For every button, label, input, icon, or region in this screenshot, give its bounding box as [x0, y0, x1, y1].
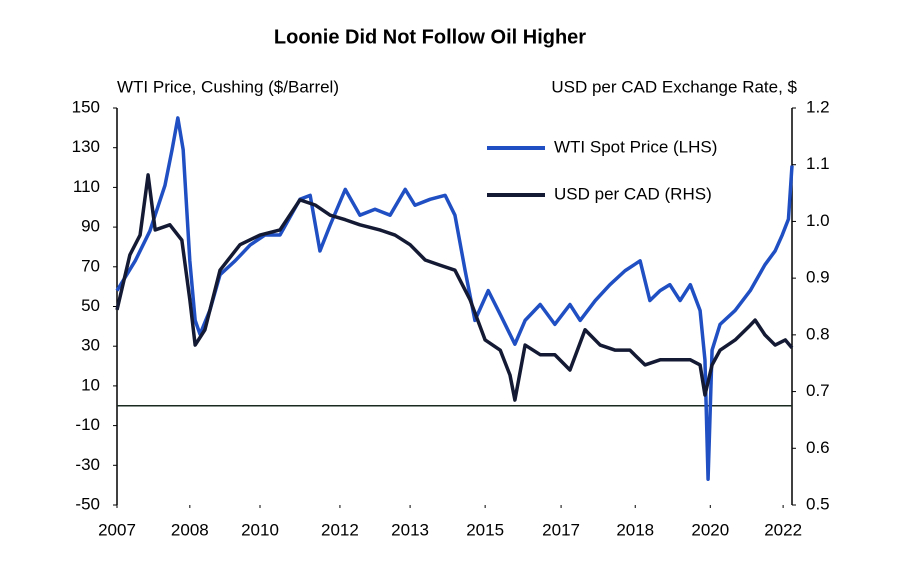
y2-tick-label: 1.2: [806, 97, 830, 116]
x-tick-label: 2015: [466, 520, 504, 539]
y2-tick-label: 1.0: [806, 211, 830, 230]
y-tick-label: -10: [75, 415, 100, 434]
chart-title: Loonie Did Not Follow Oil Higher: [274, 26, 586, 48]
y-tick-label: -30: [75, 455, 100, 474]
x-tick-label: 2020: [691, 520, 729, 539]
y-tick-label: 150: [72, 97, 100, 116]
x-tick-label: 2007: [98, 520, 136, 539]
y2-tick-label: 1.1: [806, 154, 830, 173]
legend-label: USD per CAD (RHS): [554, 184, 712, 203]
x-tick-label: 2018: [616, 520, 654, 539]
y-tick-label: 110: [73, 177, 100, 196]
x-tick-label: 2013: [391, 520, 429, 539]
series-line: [115, 173, 794, 402]
x-tick-label: 2010: [241, 520, 279, 539]
y2-tick-label: 0.9: [806, 268, 830, 287]
x-tick-label: 2008: [171, 520, 209, 539]
y-tick-label: 90: [81, 217, 100, 236]
y2-tick-label: 0.6: [806, 438, 830, 457]
x-tick-label: 2012: [321, 520, 359, 539]
x-tick-label: 2022: [764, 520, 802, 539]
y2-tick-label: 0.5: [806, 494, 830, 513]
y-tick-label: 70: [81, 256, 100, 275]
y-tick-label: 10: [81, 375, 100, 394]
y-axis-title: WTI Price, Cushing ($/Barrel): [117, 77, 339, 96]
legend-label: WTI Spot Price (LHS): [554, 137, 717, 156]
y-tick-label: 50: [81, 296, 100, 315]
y-tick-label: -50: [75, 494, 100, 513]
y2-tick-label: 0.8: [806, 324, 830, 343]
y2-tick-label: 0.7: [806, 381, 830, 400]
y-tick-label: 30: [81, 336, 100, 355]
y2-axis-title: USD per CAD Exchange Rate, $: [551, 77, 797, 96]
y-tick-label: 130: [72, 137, 100, 156]
x-tick-label: 2017: [542, 520, 580, 539]
